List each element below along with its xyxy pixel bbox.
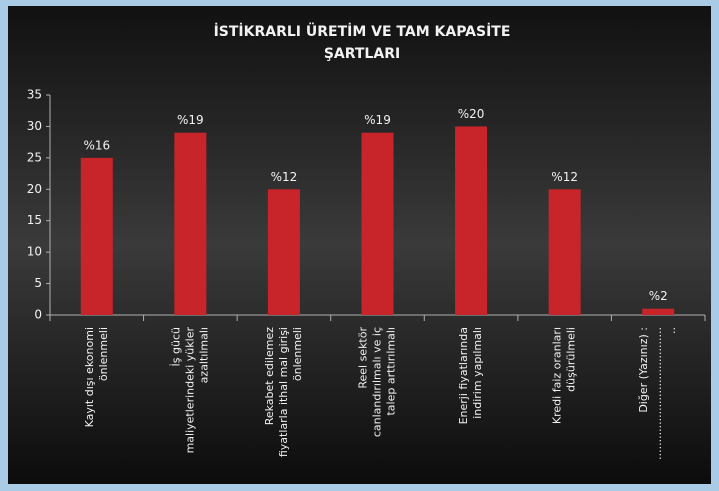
x-tick-label: azaltılmalı (197, 327, 210, 383)
x-tick-label: fiyatlarla ithal mal girişi (277, 327, 290, 457)
y-tick-label: 20 (27, 182, 42, 196)
bar-annotation: %12 (551, 170, 578, 184)
y-tick-label: 30 (27, 119, 42, 133)
x-tick-label: talep arttırılmalı (385, 327, 398, 416)
x-tick-label: indirim yapılmalı (471, 327, 484, 419)
y-tick-label: 10 (27, 245, 42, 259)
bar (80, 157, 113, 315)
x-tick-label: canlandırılmalı ve iç (371, 327, 384, 437)
chart-title: ŞARTLARI (324, 46, 400, 62)
bar-annotation: %19 (177, 113, 204, 127)
y-tick-label: 25 (27, 150, 42, 164)
x-tick-label: Diğer (Yazınız) : (637, 327, 650, 413)
x-tick-label: maliyetlerindeki yükler (183, 327, 196, 454)
bar (174, 132, 207, 315)
bar (642, 308, 675, 315)
bar (361, 132, 394, 315)
x-tick-label: Kredi faiz oranları (551, 327, 564, 424)
bar-annotation: %20 (458, 107, 485, 121)
y-tick-label: 5 (34, 276, 42, 290)
x-tick-label: düşürülmeli (565, 327, 578, 392)
y-tick-label: 0 (34, 308, 42, 322)
x-tick-label: önlenmeli (97, 327, 110, 381)
x-tick-label: Enerji fiyatlarında (457, 327, 470, 424)
bar-annotation: %12 (271, 170, 298, 184)
chart-title: İSTİKRARLI ÜRETİM VE TAM KAPASİTE (214, 22, 511, 40)
x-tick-label: önlenmeli (291, 327, 304, 381)
bar (267, 189, 300, 315)
plot-background (8, 6, 711, 484)
x-tick-label: .. (665, 327, 678, 334)
x-tick-label: İş gücü (169, 327, 182, 366)
y-tick-label: 15 (27, 213, 42, 227)
x-tick-label: Reel sektör (357, 327, 370, 389)
bar-annotation: %2 (649, 289, 668, 303)
bar-annotation: %19 (364, 113, 391, 127)
y-tick-label: 35 (27, 88, 42, 102)
x-tick-label: Rekabet edilemez (263, 327, 276, 426)
x-tick-label: Kayıt dışı ekonomi (83, 327, 96, 427)
bar (455, 126, 488, 315)
bar-annotation: %16 (83, 138, 110, 152)
bar (548, 189, 581, 315)
x-tick-label: ...................................... (651, 327, 664, 460)
